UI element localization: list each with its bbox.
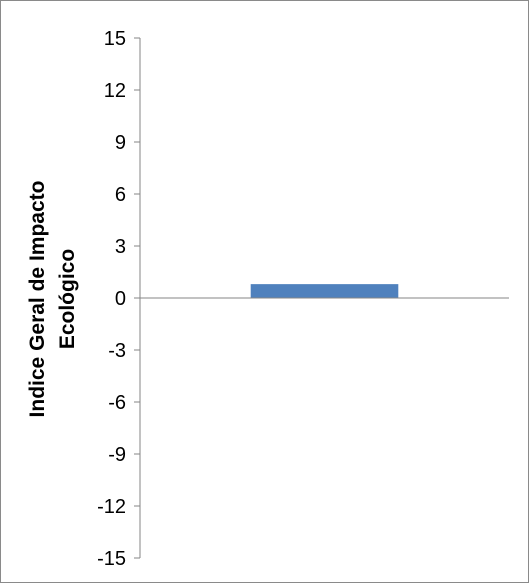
bar (250, 284, 399, 298)
y-tick-label: 6 (115, 184, 126, 206)
y-tick-label: -9 (108, 444, 126, 466)
y-tick-label: -12 (97, 496, 126, 518)
y-tick-label: 12 (104, 80, 126, 102)
y-tick-label: 15 (104, 28, 126, 50)
y-tick-label: 3 (115, 236, 126, 258)
y-tick-label: 0 (115, 288, 126, 310)
y-axis-ticks: 15 12 9 6 3 0 -3 -6 -9 -12 -15 (97, 28, 140, 570)
y-axis-title-line-1: Indice Geral de Impacto (26, 181, 49, 418)
y-axis-title: Indice Geral de Impacto Ecológico (26, 181, 79, 418)
y-tick-label: -15 (97, 548, 126, 570)
y-tick-label: 9 (115, 132, 126, 154)
y-tick-label: -3 (108, 340, 126, 362)
y-tick-label: -6 (108, 392, 126, 414)
bars (250, 284, 399, 298)
y-axis-title-line-2: Ecológico (56, 249, 79, 349)
